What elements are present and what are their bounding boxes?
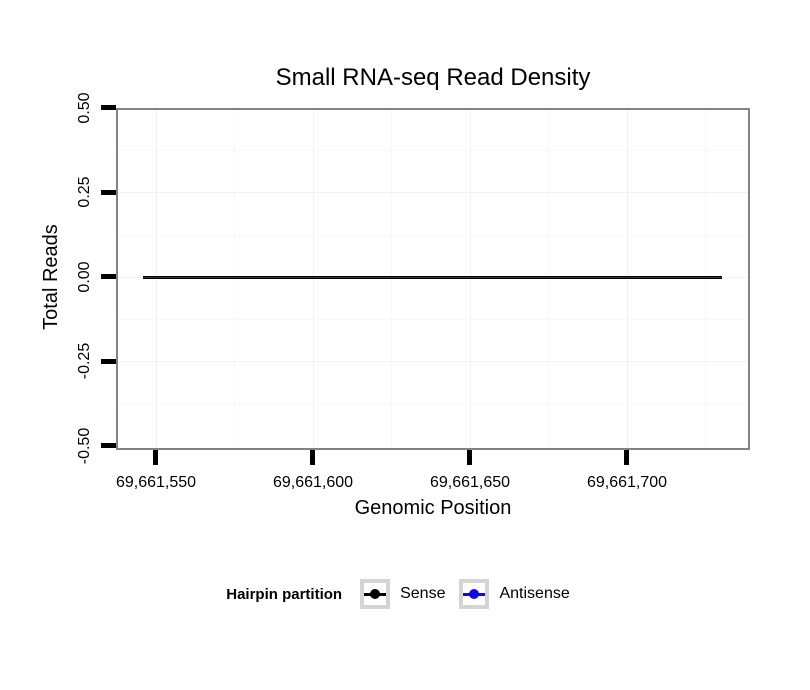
legend-label-antisense: Antisense bbox=[499, 585, 570, 602]
y-tick-mark bbox=[101, 105, 116, 110]
plot-title: Small RNA-seq Read Density bbox=[275, 64, 591, 91]
gridline bbox=[627, 110, 628, 448]
sense-point-icon bbox=[370, 589, 381, 599]
gridline bbox=[548, 110, 549, 448]
legend: Hairpin partition Sense Antisense bbox=[0, 579, 810, 609]
y-tick-label: 0.25 bbox=[76, 176, 93, 208]
gridline bbox=[118, 150, 748, 151]
gridline bbox=[118, 404, 748, 405]
x-tick-label: 69,661,550 bbox=[115, 474, 197, 491]
y-tick-mark bbox=[101, 443, 116, 448]
gridline bbox=[705, 110, 706, 448]
gridline bbox=[156, 110, 157, 448]
gridline bbox=[118, 192, 748, 193]
legend-key-antisense bbox=[459, 579, 490, 609]
read-density-line bbox=[143, 275, 722, 279]
legend-label-sense: Sense bbox=[400, 585, 446, 602]
gridline bbox=[118, 361, 748, 362]
x-axis-title: Genomic Position bbox=[354, 497, 512, 519]
y-tick-mark bbox=[101, 190, 116, 195]
y-tick-label: -0.50 bbox=[76, 427, 93, 465]
y-tick-label: 0.50 bbox=[76, 92, 93, 124]
gridline bbox=[118, 235, 748, 236]
antisense-point-icon bbox=[469, 589, 480, 599]
y-tick-mark bbox=[101, 274, 116, 279]
x-tick-mark bbox=[153, 450, 158, 465]
x-tick-mark bbox=[624, 450, 629, 465]
x-tick-label: 69,661,650 bbox=[429, 474, 511, 491]
gridline bbox=[391, 110, 392, 448]
y-axis-title: Total Reads bbox=[40, 224, 62, 330]
y-tick-mark bbox=[101, 359, 116, 364]
legend-key-sense bbox=[360, 579, 391, 609]
x-tick-mark bbox=[467, 450, 472, 465]
gridline bbox=[234, 110, 235, 448]
y-tick-label: -0.25 bbox=[76, 342, 93, 380]
legend-title: Hairpin partition bbox=[226, 585, 343, 603]
x-tick-mark bbox=[310, 450, 315, 465]
gridline bbox=[313, 110, 314, 448]
x-tick-label: 69,661,700 bbox=[586, 474, 668, 491]
gridline bbox=[470, 110, 471, 448]
x-tick-label: 69,661,600 bbox=[272, 474, 354, 491]
y-tick-label: 0.00 bbox=[76, 261, 93, 293]
gridline bbox=[118, 319, 748, 320]
plot-panel bbox=[116, 108, 750, 450]
